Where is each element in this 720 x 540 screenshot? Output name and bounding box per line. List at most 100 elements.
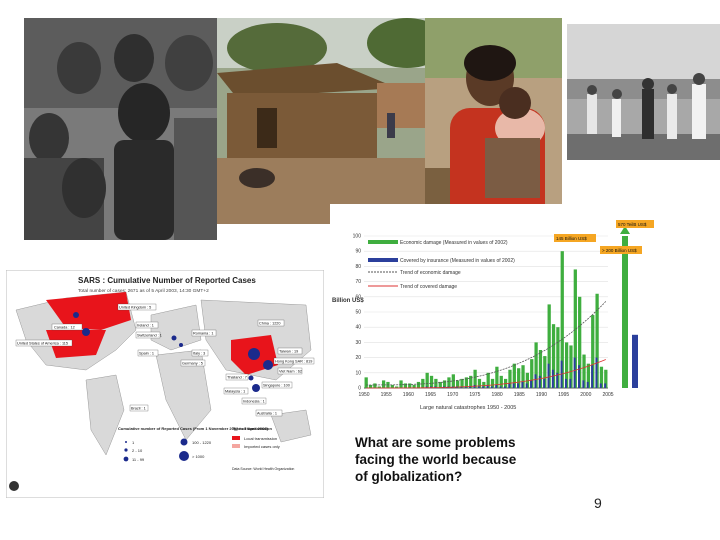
insured-damage-bar: [525, 383, 528, 388]
chart-ylabel: Billion US$: [332, 298, 364, 304]
chart-ytick-label: 60: [355, 294, 361, 300]
map-legend-item: > 1000: [192, 454, 205, 459]
map-title: SARS : Cumulative Number of Reported Cas…: [78, 276, 256, 285]
insured-damage-bar: [477, 386, 480, 388]
chart-xtick-label: 1975: [469, 392, 480, 398]
insured-damage-bar: [573, 357, 576, 388]
economic-damage-bar: [425, 372, 429, 388]
catastrophes-chart-svg: 0 10 20 30 40 50 60 70 80 90 100 1950 1955 1960 1965 19…: [330, 204, 660, 416]
chart-xtick-label: 1995: [558, 392, 569, 398]
chart-ytick-label: 100: [353, 234, 362, 240]
mother-child-image: [425, 18, 562, 230]
economic-damage-bar: [464, 377, 469, 388]
economic-damage-bar: [373, 383, 377, 388]
economic-damage-bar: [564, 342, 569, 388]
insured-damage-bar: [586, 381, 589, 388]
slide-caption: What are some problems facing the world …: [355, 435, 517, 484]
insured-damage-bar: [495, 384, 498, 388]
chart-xtick-label: 1980: [492, 392, 503, 398]
map-label: Malaysia : 1: [225, 390, 245, 394]
canada-region: [46, 292, 131, 330]
chart-ytick-label: 40: [355, 325, 361, 331]
economic-damage-bar: [569, 345, 573, 388]
chart-xtick-label: 1955: [381, 392, 392, 398]
insured-damage-bar: [599, 383, 602, 388]
chart-xtick-label: 1985: [514, 392, 525, 398]
chart-xtick-label: 1950: [358, 392, 369, 398]
insured-damage-bar: [530, 380, 533, 388]
map-legend-item: 2 - 10: [132, 448, 143, 453]
insured-damage-bar: [469, 386, 472, 388]
insured-damage-bar: [490, 386, 493, 388]
insured-damage-bar: [538, 375, 541, 388]
economic-damage-bar: [517, 368, 521, 388]
economic-damage-bar: [530, 359, 534, 388]
insured-damage-bar: [556, 372, 559, 388]
economic-damage-bar: [538, 350, 543, 388]
map-label: Hong Kong SAR : 819: [275, 360, 312, 364]
economic-damage-bar: [525, 372, 530, 388]
chart-ytick-label: 80: [355, 264, 361, 270]
insured-damage-bar: [591, 365, 594, 388]
economic-damage-bar: [429, 375, 434, 388]
insured-damage-bar: [578, 365, 581, 388]
map-label: United States of America : 115: [17, 342, 68, 346]
economic-damage-bar: [460, 378, 464, 388]
sars-map: SARS : Cumulative Number of Reported Cas…: [6, 270, 324, 498]
economic-damage-bar: [551, 324, 556, 388]
economic-damage-bar: [442, 380, 447, 388]
insured-damage-bar: [582, 380, 585, 388]
economic-damage-bar: [477, 378, 482, 388]
insured-damage-bar: [547, 363, 550, 388]
economic-damage-bar: [486, 372, 490, 388]
right-summary-bar: [632, 334, 638, 388]
map-label: Switzerland : 1: [137, 334, 162, 338]
economic-damage-bar: [521, 365, 525, 388]
economic-damage-bar: [456, 380, 460, 388]
children-photo-image: [24, 18, 217, 240]
chart-legend-item: Trend of covered damage: [400, 284, 457, 290]
chart-annotation: > 200 Billion US$: [602, 248, 637, 253]
chart-xtick-label: 1965: [425, 392, 436, 398]
economic-damage-bar: [482, 381, 486, 388]
insured-damage-bar: [521, 381, 524, 388]
map-label: Singapore : 100: [263, 384, 290, 388]
insured-damage-bar: [551, 369, 554, 388]
economic-damage-bar: [578, 296, 582, 388]
map-legend-title: Cumulative number of Reported Cases (Fro…: [118, 426, 269, 431]
economic-damage-bar: [381, 380, 386, 388]
economic-damage-bar: [473, 369, 477, 388]
economic-damage-bar: [508, 369, 512, 388]
economic-damage-bar: [595, 293, 599, 388]
chart-ytick-label: 70: [355, 279, 361, 285]
chart-annotation: 145 Billion US$: [556, 236, 587, 241]
chart-xtick-label: 2005: [602, 392, 613, 398]
economic-damage-bar: [434, 378, 438, 388]
economic-damage-bar: [543, 356, 547, 388]
map-label: Romania : 1: [193, 332, 213, 336]
economic-damage-bar: [390, 384, 394, 388]
economic-damage-bar: [560, 251, 564, 388]
economic-damage-bar: [604, 369, 608, 388]
map-label: United Kingdom : 5: [119, 306, 151, 310]
economic-damage-bar: [586, 363, 591, 388]
catastrophes-chart: 0 10 20 30 40 50 60 70 80 90 100 1950 1955 1960 1965 19…: [330, 204, 660, 416]
sars-map-graphic: SARS : Cumulative Number of Reported Cas…: [6, 270, 324, 498]
map-legend-item: 1: [132, 440, 135, 445]
map-label: Ireland : 1: [137, 324, 154, 328]
economic-damage-bar: [364, 377, 368, 388]
economic-damage-bar: [490, 378, 495, 388]
map-label: Taiwan : 19: [279, 350, 298, 354]
map-label: Indonesia : 1: [243, 400, 265, 404]
insured-damage-bar: [604, 383, 607, 388]
insured-damage-bar: [460, 386, 463, 388]
economic-damage-bar: [573, 269, 577, 388]
economic-damage-bar: [438, 381, 442, 388]
who-logo-icon: [9, 481, 19, 491]
chart-ytick-label: 90: [355, 249, 361, 255]
up-arrow-icon: [620, 226, 630, 234]
economic-damage-bar: [408, 383, 412, 388]
economic-damage-bar: [447, 377, 451, 388]
insured-damage-bar: [534, 374, 537, 388]
economic-damage-bar: [395, 386, 399, 388]
